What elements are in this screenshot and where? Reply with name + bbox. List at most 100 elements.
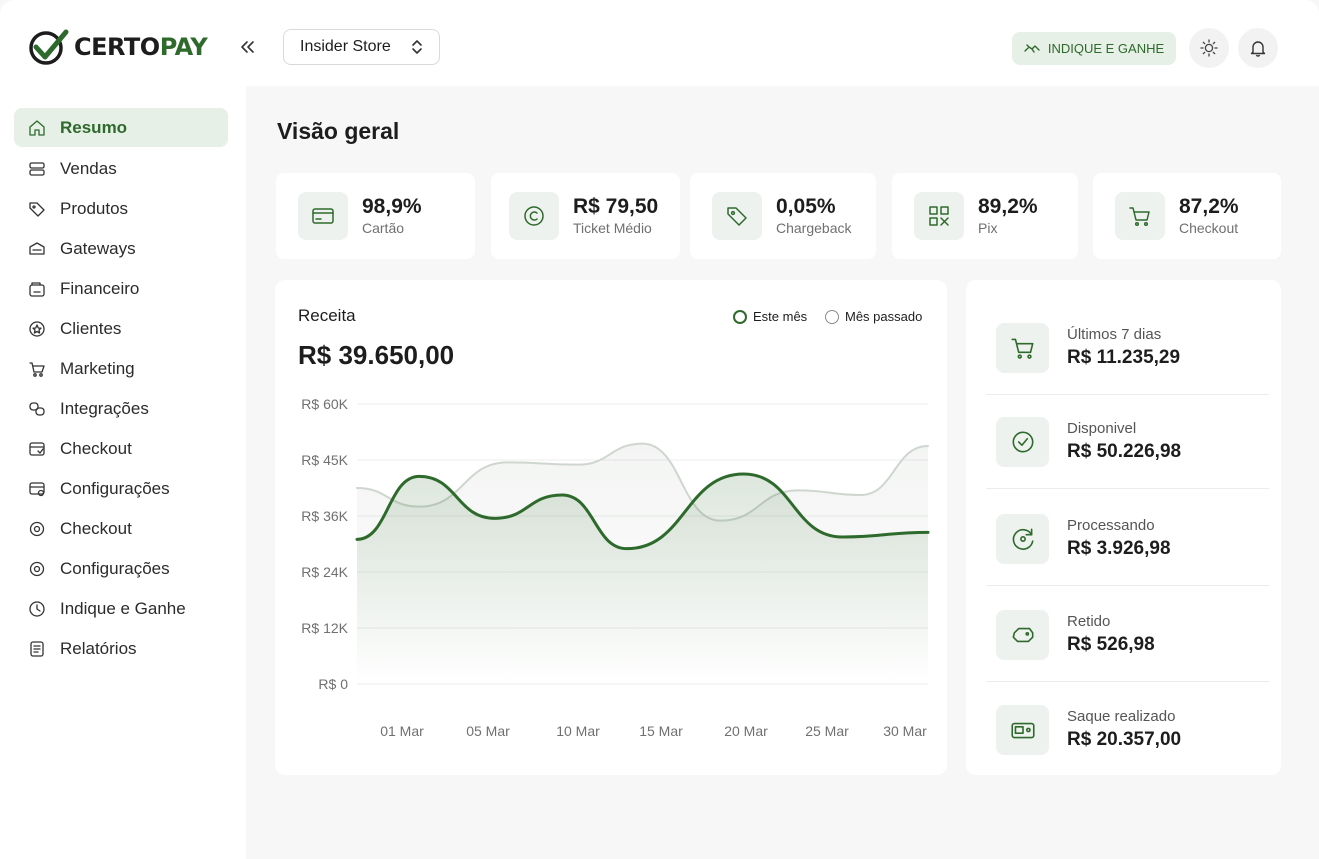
x-tick-label: 30 Mar bbox=[883, 723, 927, 739]
sidebar-item-configurações[interactable]: Configurações bbox=[14, 469, 228, 509]
legend-this-month-label: Este mês bbox=[753, 309, 808, 324]
stat-icon-box bbox=[509, 192, 559, 240]
balance-value: R$ 20.357,00 bbox=[1067, 729, 1182, 750]
stat-value: R$ 79,50 bbox=[573, 195, 659, 218]
logo-text-certo: CERTO bbox=[74, 33, 160, 61]
stat-value: 0,05% bbox=[776, 195, 836, 218]
sidebar-item-label: Indique e Ganhe bbox=[60, 599, 186, 618]
sidebar-item-clientes[interactable]: Clientes bbox=[14, 309, 228, 349]
sidebar-item-financeiro[interactable]: Financeiro bbox=[14, 269, 228, 309]
x-tick-label: 05 Mar bbox=[466, 723, 510, 739]
y-tick-label: R$ 0 bbox=[318, 676, 348, 692]
sun-icon bbox=[1200, 39, 1218, 57]
sidebar-item-marketing[interactable]: Marketing bbox=[14, 349, 228, 389]
sidebar-item-relatórios[interactable]: Relatórios bbox=[14, 629, 228, 669]
collapse-sidebar-button[interactable] bbox=[234, 34, 260, 60]
home-icon bbox=[29, 119, 45, 136]
x-tick-label: 01 Mar bbox=[380, 723, 424, 739]
notifications-button[interactable] bbox=[1238, 28, 1278, 68]
checkmark-logo-icon bbox=[29, 29, 69, 65]
balance-row-processando: Processando R$ 3.926,98 bbox=[996, 511, 1266, 567]
series-area-this-month bbox=[357, 474, 928, 684]
wallet-icon bbox=[29, 282, 45, 297]
refer-and-earn-button[interactable]: INDIQUE E GANHE bbox=[1012, 32, 1176, 65]
sidebar-item-label: Checkout bbox=[60, 439, 132, 458]
theme-toggle-button[interactable] bbox=[1189, 28, 1229, 68]
refer-and-earn-label: INDIQUE E GANHE bbox=[1047, 41, 1165, 56]
balance-icon-box bbox=[996, 323, 1049, 373]
sidebar-item-label: Resumo bbox=[60, 117, 128, 137]
stat-card-pix: 89,2% Pix bbox=[892, 173, 1078, 259]
stat-card-checkout: 87,2% Checkout bbox=[1093, 173, 1281, 259]
price-tag-icon bbox=[727, 207, 747, 226]
stat-icon-box bbox=[298, 192, 348, 240]
sidebar bbox=[0, 86, 246, 859]
sidebar-item-vendas[interactable]: Vendas bbox=[14, 149, 228, 189]
legend-last-month[interactable]: Mês passado bbox=[825, 309, 922, 324]
balance-icon-box bbox=[996, 514, 1049, 564]
user-star-icon bbox=[29, 321, 45, 337]
sidebar-item-label: Checkout bbox=[60, 519, 132, 538]
revenue-card: Receita R$ 39.650,00 Este mês Mês passad… bbox=[275, 280, 947, 775]
series-line-last-month bbox=[356, 442, 929, 522]
sidebar-item-resumo[interactable]: Resumo bbox=[14, 108, 228, 147]
sidebar-item-label: Vendas bbox=[60, 159, 117, 178]
page-title: Visão geral bbox=[277, 118, 400, 144]
sidebar-item-integrações[interactable]: Integrações bbox=[14, 389, 228, 429]
handshake-icon bbox=[1024, 43, 1040, 53]
refer-icon bbox=[29, 601, 45, 617]
link-icon bbox=[29, 402, 45, 416]
stack-icon bbox=[29, 162, 45, 176]
cash-icon bbox=[1010, 722, 1035, 739]
sidebar-item-produtos[interactable]: Produtos bbox=[14, 189, 228, 229]
card-icon bbox=[312, 208, 334, 224]
stat-label: Cartão bbox=[362, 220, 405, 236]
stat-value: 98,9% bbox=[362, 195, 422, 218]
stat-card-ticket-médio: R$ 79,50 Ticket Médio bbox=[491, 173, 680, 259]
balance-divider bbox=[986, 681, 1269, 682]
gear-icon bbox=[29, 561, 45, 577]
x-tick-label: 25 Mar bbox=[805, 723, 849, 739]
y-tick-label: R$ 24K bbox=[301, 564, 348, 580]
sidebar-item-checkout[interactable]: Checkout bbox=[14, 429, 228, 469]
stat-value: 89,2% bbox=[978, 195, 1038, 218]
sidebar-item-gateways[interactable]: Gateways bbox=[14, 229, 228, 269]
legend-this-month[interactable]: Este mês bbox=[733, 309, 807, 324]
sidebar-item-label: Relatórios bbox=[60, 639, 137, 658]
stat-icon-box bbox=[712, 192, 762, 240]
stat-icon-box bbox=[1115, 192, 1165, 240]
balance-row-saque-realizado: Saque realizado R$ 20.357,00 bbox=[996, 702, 1266, 758]
sidebar-item-configurações[interactable]: Configurações bbox=[14, 549, 228, 589]
sidebar-item-checkout[interactable]: Checkout bbox=[14, 509, 228, 549]
balance-divider bbox=[986, 585, 1269, 586]
y-tick-label: R$ 12K bbox=[301, 620, 348, 636]
sidebar-item-label: Produtos bbox=[60, 199, 129, 218]
cart-icon bbox=[1010, 338, 1033, 359]
stat-label: Pix bbox=[978, 220, 998, 236]
balance-label: Últimos 7 dias bbox=[1067, 326, 1162, 343]
tag-icon bbox=[29, 202, 45, 217]
sidebar-item-label: Integrações bbox=[60, 399, 149, 418]
balance-row-disponivel: Disponivel R$ 50.226,98 bbox=[996, 414, 1266, 470]
balance-icon-box bbox=[996, 417, 1049, 467]
revenue-total: R$ 39.650,00 bbox=[298, 340, 455, 370]
balances-card: Últimos 7 dias R$ 11.235,29 Disponivel R… bbox=[966, 280, 1281, 775]
x-tick-label: 20 Mar bbox=[724, 723, 768, 739]
stat-card-chargeback: 0,05% Chargeback bbox=[690, 173, 876, 259]
config-card-icon bbox=[29, 482, 45, 497]
balance-divider bbox=[986, 488, 1269, 489]
balance-row-retido: Retido R$ 526,98 bbox=[996, 607, 1266, 663]
stat-icon-box bbox=[914, 192, 964, 240]
logo[interactable]: CERTOPAY bbox=[28, 28, 208, 66]
balance-value: R$ 3.926,98 bbox=[1067, 538, 1171, 559]
sidebar-item-indique-e-ganhe[interactable]: Indique e Ganhe bbox=[14, 589, 228, 629]
sidebar-item-label: Financeiro bbox=[60, 279, 140, 298]
logo-text: CERTOPAY bbox=[74, 33, 208, 61]
stat-label: Chargeback bbox=[776, 220, 852, 236]
stat-value: 87,2% bbox=[1179, 195, 1239, 218]
balance-row-últimos-7-dias: Últimos 7 dias R$ 11.235,29 bbox=[996, 320, 1266, 376]
store-selector[interactable]: Insider Store bbox=[283, 29, 440, 65]
store-selector-value: Insider Store bbox=[300, 38, 391, 55]
legend-last-month-label: Mês passado bbox=[845, 309, 923, 324]
balance-value: R$ 50.226,98 bbox=[1067, 441, 1182, 462]
